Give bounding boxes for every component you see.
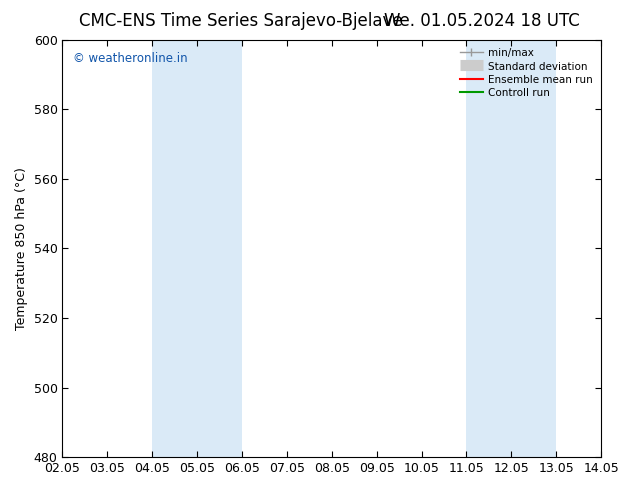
Y-axis label: Temperature 850 hPa (°C): Temperature 850 hPa (°C)	[15, 167, 28, 330]
Legend: min/max, Standard deviation, Ensemble mean run, Controll run: min/max, Standard deviation, Ensemble me…	[456, 45, 596, 101]
Text: We. 01.05.2024 18 UTC: We. 01.05.2024 18 UTC	[384, 12, 579, 30]
Text: © weatheronline.in: © weatheronline.in	[73, 52, 188, 65]
Bar	[152, 40, 242, 457]
Text: CMC-ENS Time Series Sarajevo-Bjelave: CMC-ENS Time Series Sarajevo-Bjelave	[79, 12, 403, 30]
Bar	[467, 40, 556, 457]
